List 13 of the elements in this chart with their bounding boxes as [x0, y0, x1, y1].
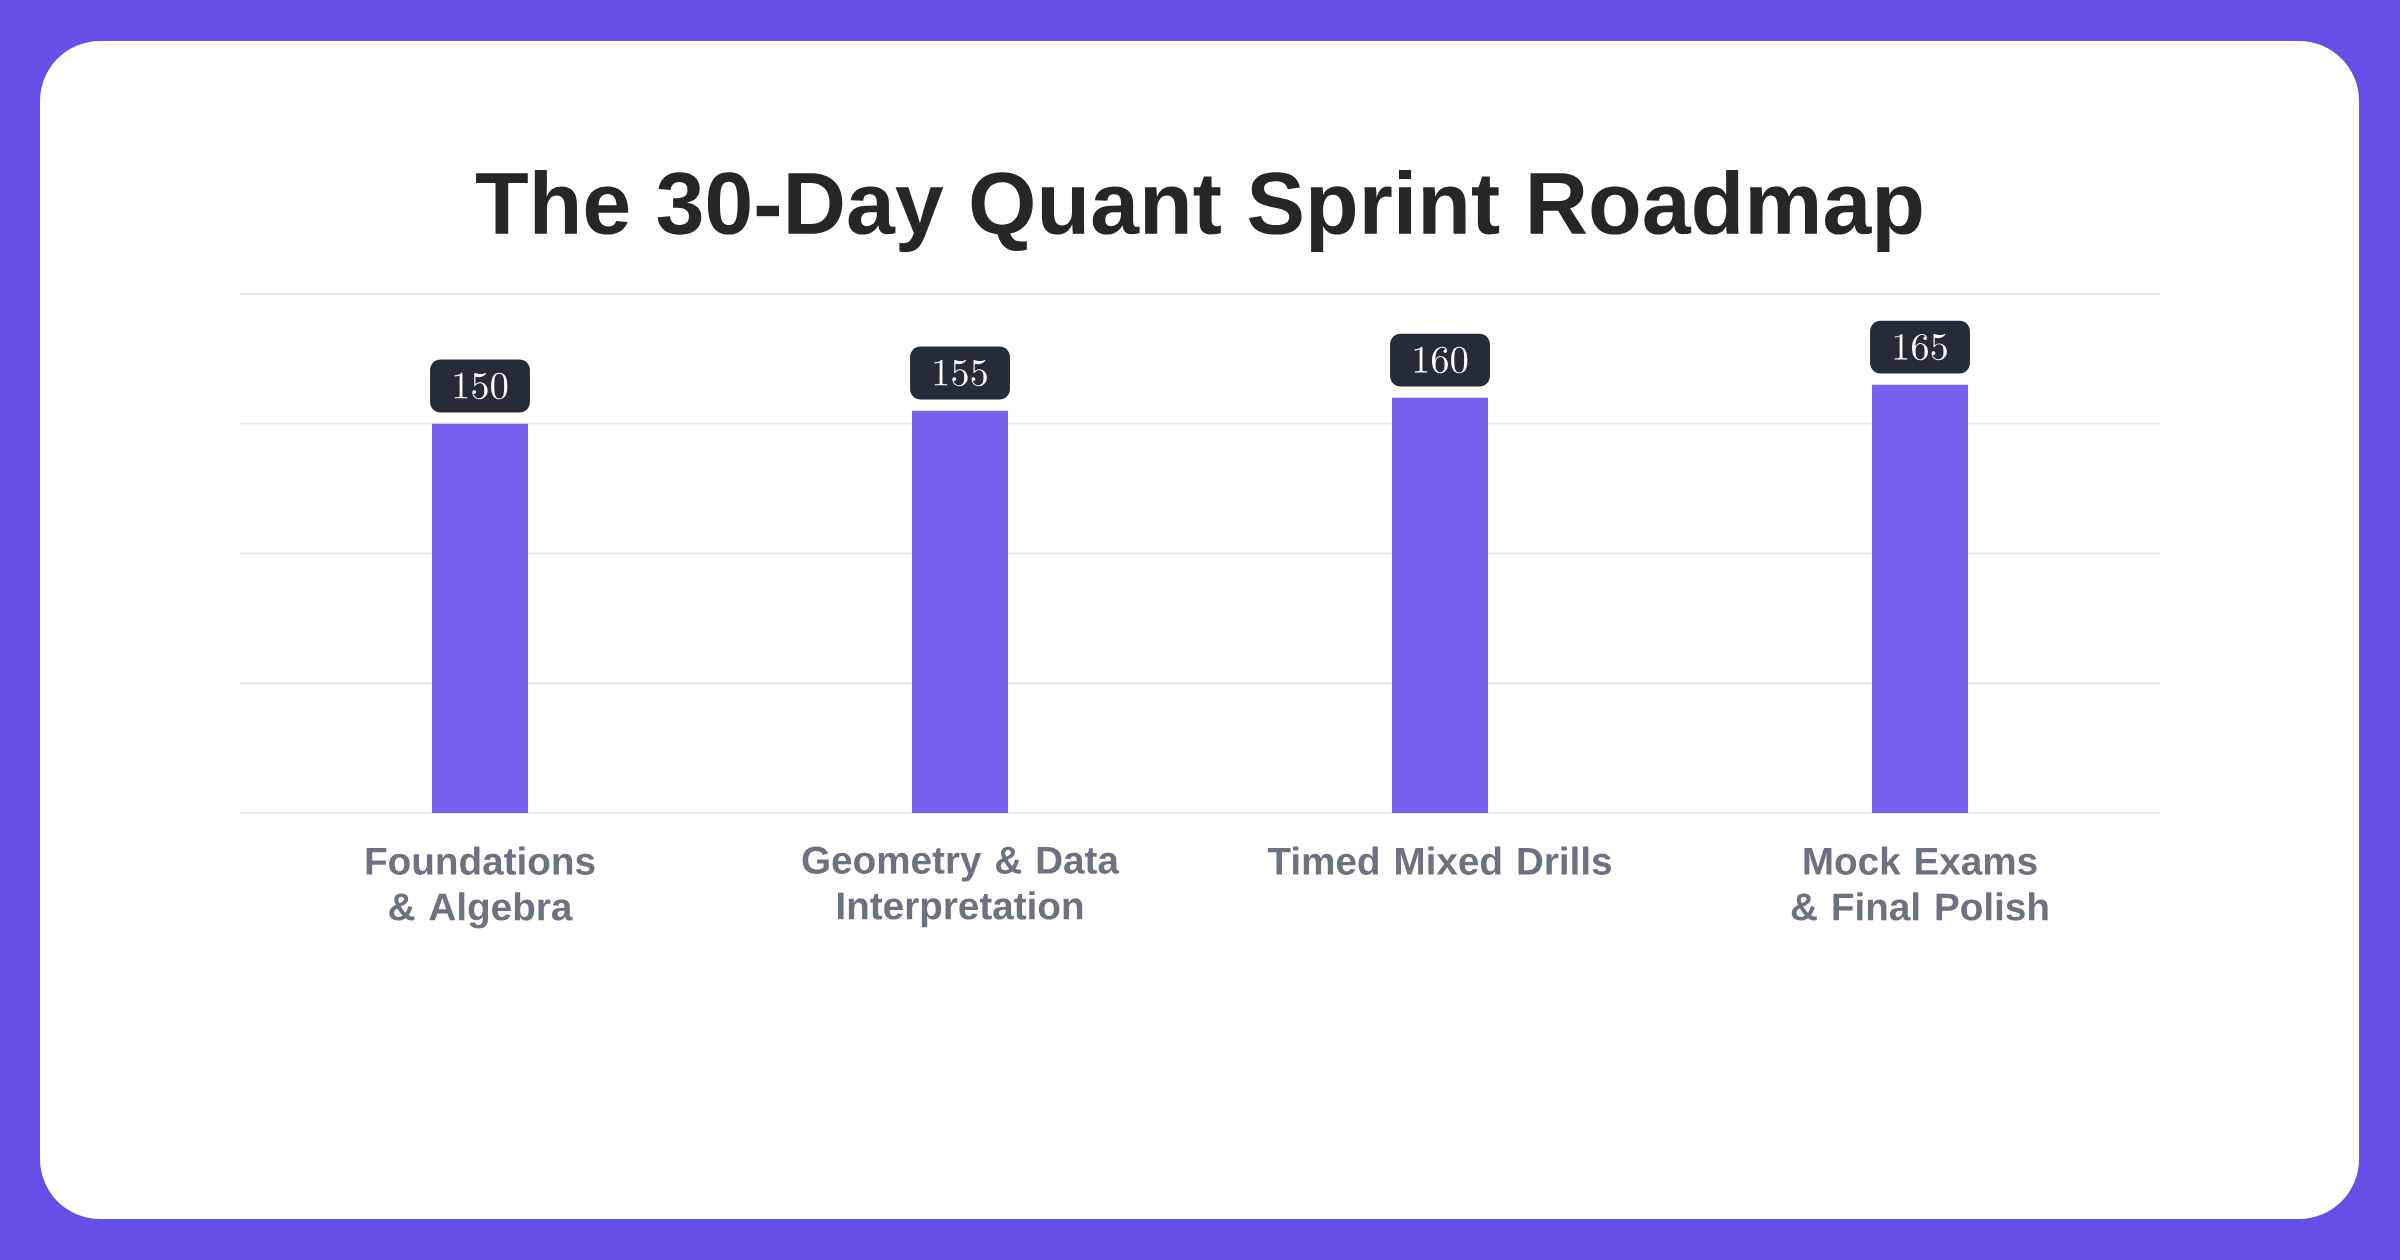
chart-title: The 30-Day Quant Sprint Roadmap — [476, 170, 1922, 252]
data-label: 150 — [454, 372, 508, 400]
bar — [1872, 384, 1969, 814]
data-label: 165 — [1894, 333, 1947, 361]
x-tick-label: Foundations & Algebra — [366, 846, 595, 929]
bar — [1392, 397, 1489, 814]
data-label: 155 — [934, 359, 987, 387]
x-tick-label: Timed Mixed Drills — [1267, 846, 1611, 875]
x-tick-label: Geometry & Data Interpretation — [802, 846, 1120, 928]
bar — [432, 423, 529, 814]
x-tick-label: Mock Exams & Final Polish — [1791, 846, 2048, 921]
data-label: 160 — [1414, 346, 1468, 374]
bar — [912, 410, 1009, 814]
